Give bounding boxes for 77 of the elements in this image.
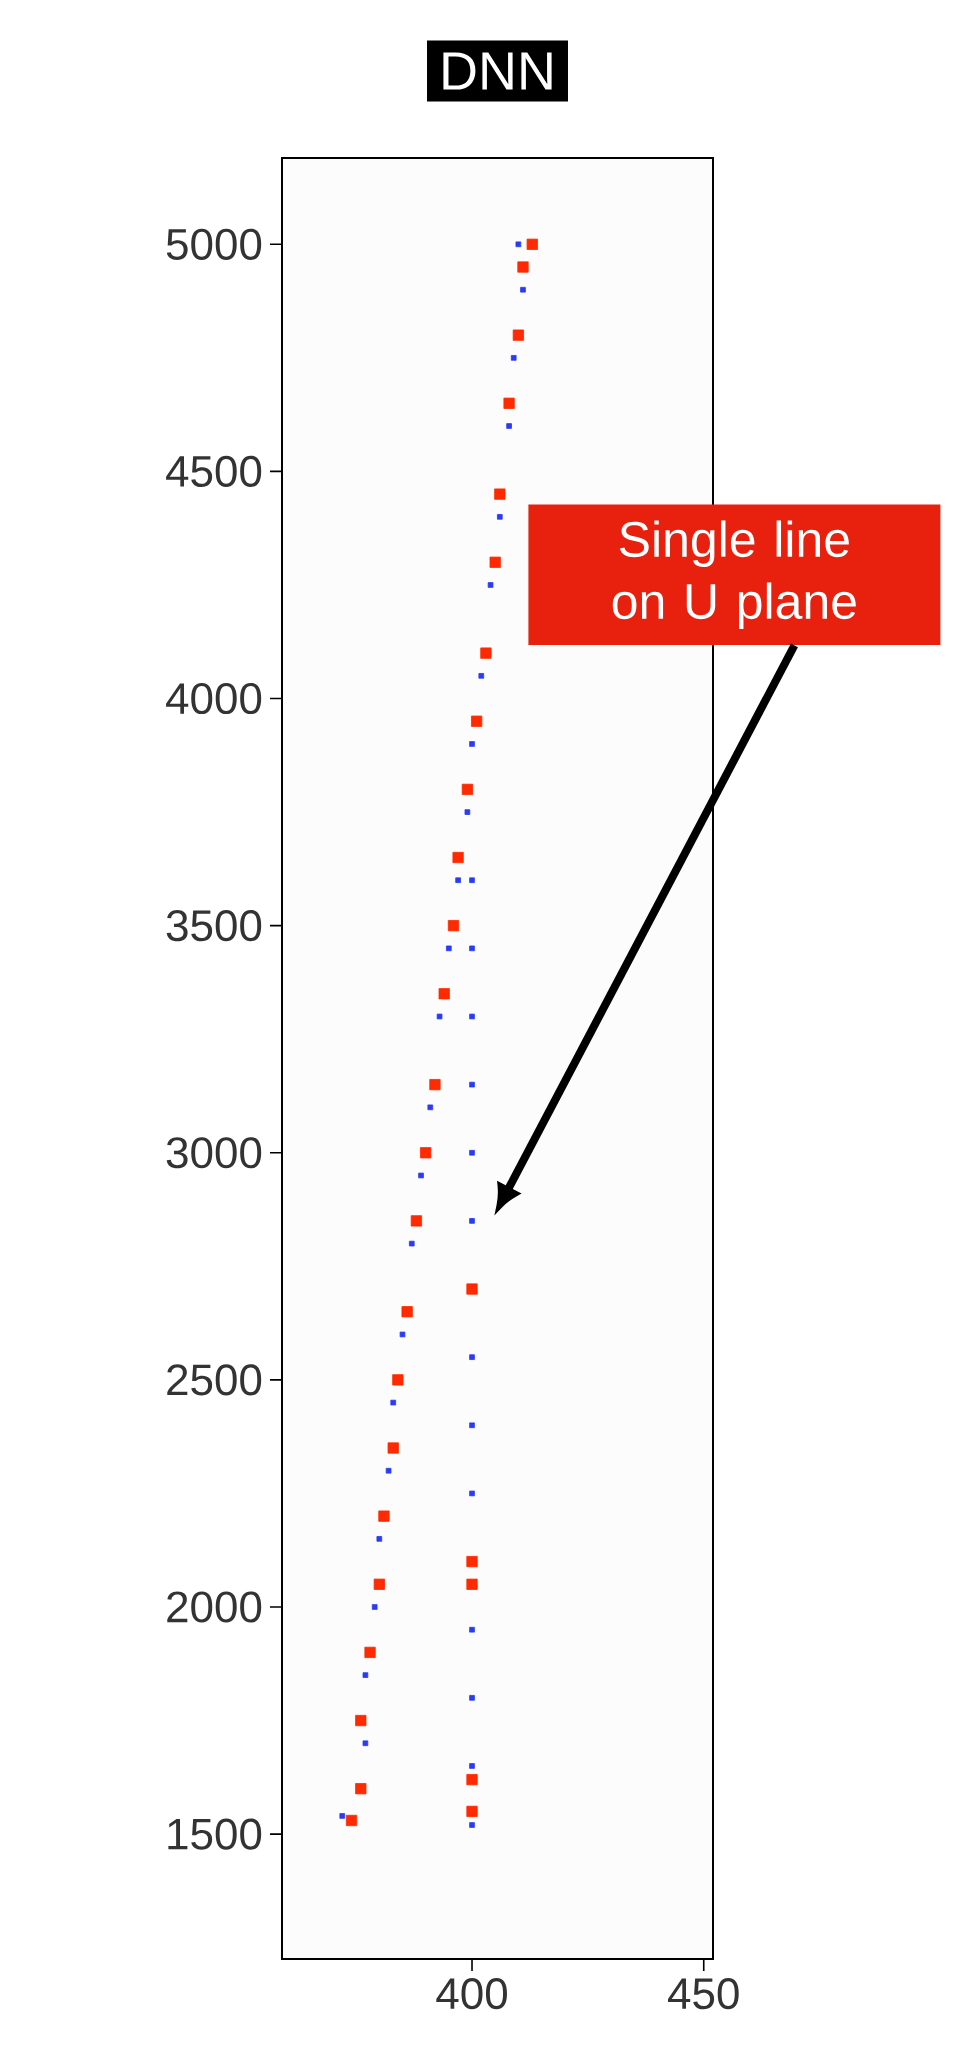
point <box>364 1646 376 1659</box>
point <box>466 1555 478 1568</box>
point <box>362 1740 369 1747</box>
point <box>399 1331 406 1338</box>
point <box>512 329 524 341</box>
point <box>469 1626 475 1633</box>
point <box>503 397 515 409</box>
point <box>494 488 506 500</box>
point <box>469 1149 475 1156</box>
y-tick-label: 3000 <box>166 1137 262 1169</box>
y-tick-label: 3500 <box>166 910 262 942</box>
point <box>408 1240 415 1247</box>
y-tick-label: 4500 <box>166 455 262 488</box>
point <box>469 1763 475 1769</box>
point <box>427 1104 434 1111</box>
y-tick-label: 1500 <box>168 1818 262 1850</box>
y-tick-label: 2500 <box>167 1364 262 1396</box>
point <box>418 1172 424 1179</box>
point <box>469 741 475 747</box>
point <box>362 1672 369 1678</box>
point <box>345 1814 358 1827</box>
point <box>469 1490 475 1497</box>
point <box>466 1805 478 1817</box>
point <box>446 945 452 952</box>
point <box>489 556 501 568</box>
y-tick-label: 2000 <box>167 1591 262 1623</box>
y-tick-label: 4000 <box>166 682 262 715</box>
point <box>464 809 471 815</box>
point <box>410 1215 422 1227</box>
point <box>378 1510 390 1522</box>
point <box>506 423 512 429</box>
point <box>401 1306 413 1318</box>
point <box>461 783 473 795</box>
point <box>452 851 464 864</box>
point <box>478 673 485 679</box>
chart-title: DNN <box>443 52 552 90</box>
point <box>438 988 450 1000</box>
point <box>355 1783 367 1795</box>
point <box>469 1354 475 1360</box>
point <box>469 1218 475 1224</box>
point <box>436 1013 443 1020</box>
point <box>471 715 483 727</box>
point <box>466 1774 478 1786</box>
point <box>515 241 522 248</box>
point <box>487 582 494 588</box>
point <box>373 1578 385 1590</box>
point <box>371 1604 378 1610</box>
point <box>469 1822 475 1828</box>
point <box>480 647 492 659</box>
x-tick-label: 400 <box>436 1978 507 2010</box>
point <box>469 1422 475 1429</box>
annotation: Single line on U plane <box>612 520 856 630</box>
point <box>520 286 526 293</box>
point <box>469 1695 475 1701</box>
point <box>385 1467 392 1474</box>
point <box>392 1374 404 1386</box>
point <box>466 1283 478 1295</box>
point <box>469 945 475 952</box>
point <box>429 1079 441 1091</box>
point <box>469 1013 475 1020</box>
point <box>469 1081 475 1088</box>
x-tick-label: 450 <box>668 1978 739 2010</box>
point <box>355 1714 367 1727</box>
point <box>510 355 517 361</box>
point <box>376 1536 383 1542</box>
point <box>469 877 475 884</box>
point <box>339 1813 346 1819</box>
point <box>497 514 503 520</box>
point <box>447 920 460 932</box>
point <box>466 1578 478 1590</box>
point <box>387 1442 399 1454</box>
point <box>390 1399 397 1406</box>
point <box>526 238 538 250</box>
y-tick-label: 5000 <box>166 228 262 260</box>
point <box>455 877 461 884</box>
point <box>420 1147 432 1159</box>
point <box>517 261 529 273</box>
